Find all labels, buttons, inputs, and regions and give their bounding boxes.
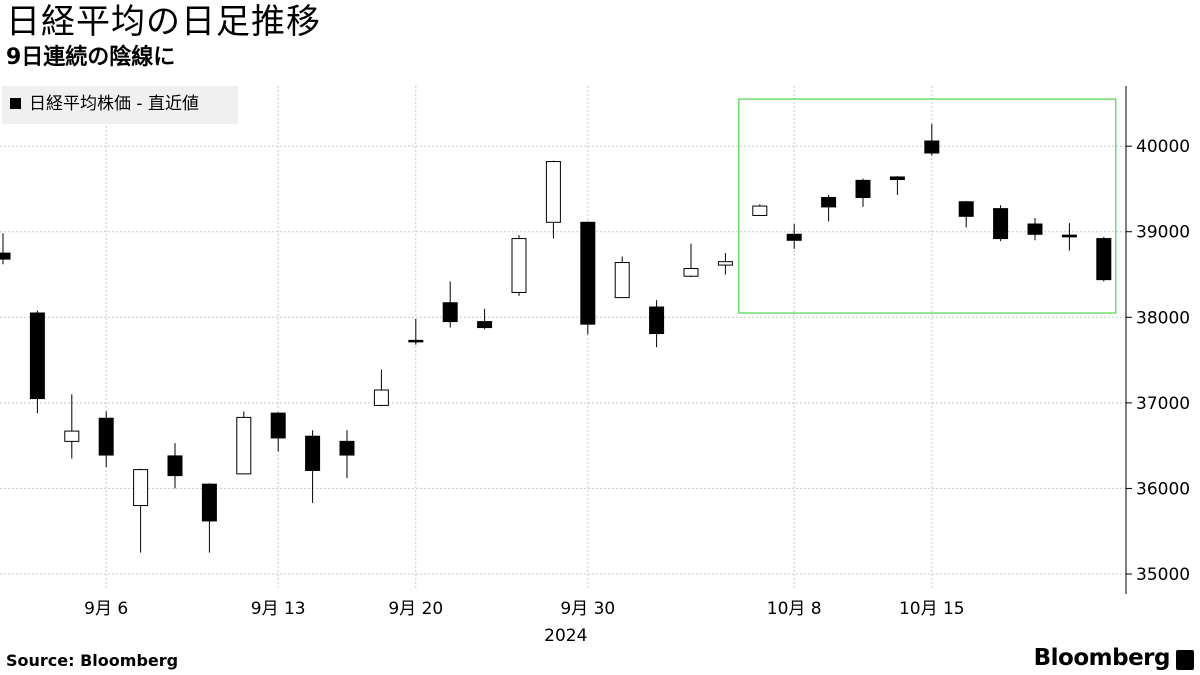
candle [855,178,871,207]
candle [545,160,561,239]
candle [580,221,596,335]
candle-body-down [786,233,802,241]
x-tick-label: 9月 30 [560,599,615,619]
candle-body-down [477,321,493,329]
candle [442,281,458,328]
y-tick-label: 35000 [1136,565,1190,585]
candle [64,394,80,459]
candle [373,369,389,407]
legend-label: 日経平均株価 - 直近値 [29,94,199,114]
brand-logo: Bloomberg [1033,645,1171,671]
source-note: Source: Bloomberg [6,651,179,670]
candle-body-up [614,262,630,299]
y-tick-label: 40000 [1136,137,1190,157]
candle-body-up [236,416,252,475]
candle [0,233,11,265]
candle [270,412,286,452]
y-axis: 35000 36000 37000 38000 39000 40000 [1125,86,1190,594]
candle-body-down [924,140,940,154]
candle [1027,218,1043,241]
candle [98,411,114,468]
y-tick-label: 36000 [1136,479,1190,499]
candle [167,443,183,489]
candle [786,224,802,249]
candle-body-down [339,440,355,456]
candle [649,300,665,348]
x-tick-label: 10月 8 [767,599,822,619]
candles [0,123,1112,553]
candle [305,430,321,503]
candle [1061,223,1077,251]
candle-body-up [545,161,561,223]
x-tick-label: 9月 20 [388,599,443,619]
x-year-label: 2024 [544,626,587,646]
candle [958,200,974,228]
candle-body-down [993,208,1009,240]
candle-body-down [167,455,183,477]
candle-body-up [64,430,80,442]
candle [133,468,149,553]
legend-swatch [10,98,21,109]
y-tick-label: 37000 [1136,394,1190,414]
candle [339,430,355,479]
candle-body-down [855,179,871,198]
x-tick-label: 9月 6 [84,599,128,619]
candle-body-down [958,201,974,217]
candle-body-up [373,389,389,406]
candle-body-down [1061,234,1077,238]
candle-body-up [717,261,733,266]
candle-body-down [0,252,11,260]
candle-body-down [580,221,596,325]
candle [821,194,837,222]
y-tick-label: 39000 [1136,223,1190,243]
candle-body-down [270,412,286,439]
legend-background [2,86,238,124]
candle [683,243,699,278]
candle-body-down [1027,223,1043,235]
candle [408,319,424,345]
candle [1096,236,1112,282]
candle-body-up [683,268,699,277]
candle [993,205,1009,242]
candle-body-down [442,302,458,323]
candle-body-down [649,306,665,335]
chart-legend: 日経平均株価 - 直近値 [2,86,238,124]
highlight-box [738,98,1117,314]
x-axis: 9月 6 9月 13 9月 20 9月 30 10月 8 10月 15 2024 [84,599,964,646]
candle-body-down [408,339,424,343]
candle [201,483,217,553]
bloomberg-logo-icon [1176,650,1194,670]
candle-body-up [511,238,527,293]
grid-lines [0,86,1126,590]
candle [752,204,768,216]
candle [614,256,630,299]
highlight-layer [738,98,1117,314]
candle-body-down [29,312,45,400]
chart-title: 日経平均の日足推移 [6,2,321,42]
candle-body-down [821,196,837,208]
candle [889,176,905,195]
x-tick-label: 9月 13 [251,599,306,619]
chart-subtitle: 9日連続の陰線に [6,45,176,70]
candle-body-down [98,417,114,456]
y-tick-label: 38000 [1136,308,1190,328]
candle [477,308,493,330]
candle [236,411,252,475]
candle-body-up [752,205,768,216]
candle [511,235,527,296]
candle [29,310,45,414]
candle-body-up [133,469,149,507]
candle-body-down [889,176,905,181]
candle [717,253,733,275]
x-tick-label: 10月 15 [899,599,965,619]
candle-body-down [201,483,217,522]
candle-body-down [1096,238,1112,281]
candle [924,123,940,156]
candle-body-down [305,435,321,471]
